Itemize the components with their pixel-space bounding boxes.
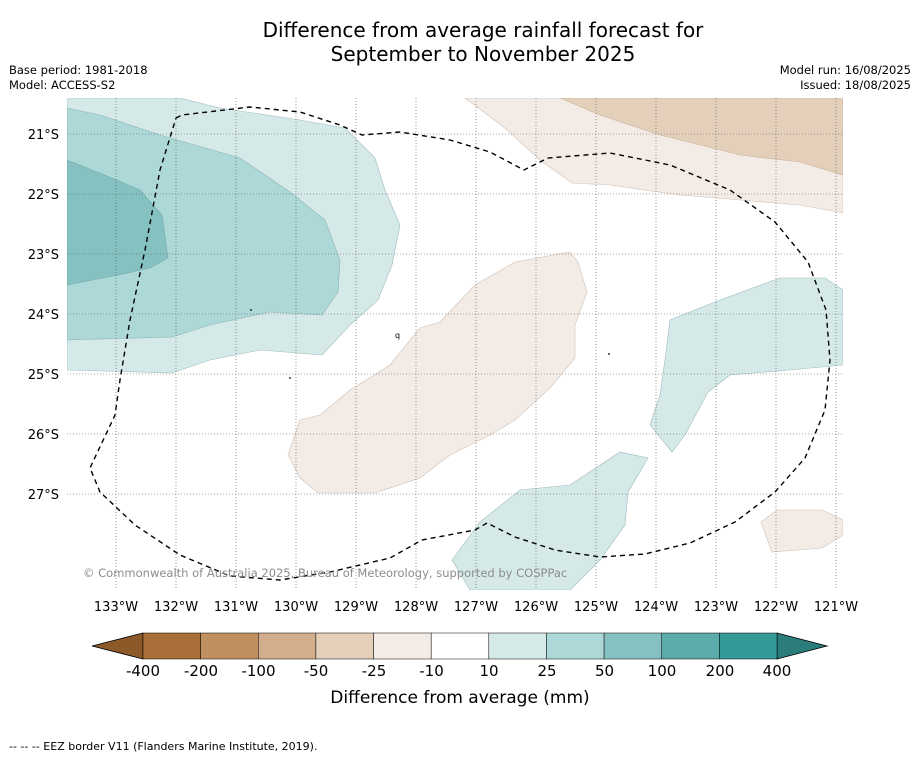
- base-period: Base period: 1981-2018: [9, 63, 148, 77]
- lat-label: 24°S: [28, 308, 59, 323]
- map-title: Difference from average rainfall forecas…: [0, 18, 919, 66]
- colorbar-labels: -400 -200 -100 -50 -25 -10 10 25 50 100 …: [126, 662, 791, 680]
- island-speck: [250, 309, 252, 311]
- colorbar-label: -50: [304, 662, 329, 680]
- colorbar-segment: [603, 632, 662, 660]
- lat-label: 25°S: [28, 368, 59, 383]
- colorbar-label: 400: [763, 662, 792, 680]
- colorbar-title: Difference from average (mm): [330, 688, 589, 708]
- colorbar-label: 200: [706, 662, 735, 680]
- colorbar-label: -200: [184, 662, 218, 680]
- lon-label: 128°W: [394, 600, 438, 615]
- lon-label: 129°W: [334, 600, 378, 615]
- lon-label: 123°W: [694, 600, 738, 615]
- meta-left: Base period: 1981-2018 Model: ACCESS-S2: [9, 63, 148, 93]
- colorbar-segment: [200, 632, 259, 660]
- colorbar-segment: [488, 632, 547, 660]
- lon-label: 133°W: [94, 600, 138, 615]
- colorbar-segment: [258, 632, 317, 660]
- dry-anomaly-northeast-strong: [559, 98, 843, 176]
- lon-label: 121°W: [814, 600, 858, 615]
- colorbar-segments: [142, 632, 778, 660]
- lat-labels: 21°S 22°S 23°S 24°S 25°S 26°S 27°S: [28, 128, 59, 503]
- lon-label: 122°W: [754, 600, 798, 615]
- meta-right: Model run: 16/08/2025 Issued: 18/08/2025: [780, 63, 911, 93]
- colorbar-over-arrow: [776, 632, 829, 660]
- issued-date: Issued: 18/08/2025: [800, 78, 911, 92]
- lon-label: 126°W: [514, 600, 558, 615]
- lon-label: 124°W: [634, 600, 678, 615]
- colorbar-segment: [546, 632, 605, 660]
- colorbar-label: 50: [595, 662, 614, 680]
- lon-label: 125°W: [574, 600, 618, 615]
- region-label: q: [395, 331, 400, 340]
- island-speck: [289, 377, 291, 379]
- lat-label: 26°S: [28, 428, 59, 443]
- colorbar-segment: [661, 632, 720, 660]
- lon-labels: 133°W 132°W 131°W 130°W 129°W 128°W 127°…: [94, 600, 858, 615]
- lon-label: 132°W: [154, 600, 198, 615]
- lat-label: 23°S: [28, 248, 59, 263]
- colorbar-segment: [373, 632, 432, 660]
- colorbar-under-arrow: [91, 632, 144, 660]
- colorbar-label: 10: [479, 662, 498, 680]
- colorbar-label: 25: [537, 662, 556, 680]
- wet-anomaly-south: [451, 451, 649, 590]
- copyright-notice: © Commonwealth of Australia 2025, Bureau…: [83, 566, 567, 580]
- model-run: Model run: 16/08/2025: [779, 63, 911, 77]
- colorbar-label: -100: [241, 662, 275, 680]
- graticule: [67, 98, 843, 590]
- colorbar-label: -25: [362, 662, 387, 680]
- colorbar-segment: [719, 632, 778, 660]
- eez-border: [89, 106, 831, 581]
- dry-anomaly-southeast: [760, 509, 843, 553]
- model-name: Model: ACCESS-S2: [9, 78, 116, 92]
- title-line-2: September to November 2025: [330, 42, 636, 66]
- colorbar-label: 100: [648, 662, 677, 680]
- lon-label: 131°W: [214, 600, 258, 615]
- lon-label: 127°W: [454, 600, 498, 615]
- island-speck: [608, 353, 610, 355]
- colorbar: -400 -200 -100 -50 -25 -10 10 25 50 100 …: [91, 632, 829, 708]
- wet-anomaly-east: [649, 277, 843, 453]
- colorbar-label: -10: [419, 662, 444, 680]
- dry-anomaly-central: [287, 251, 588, 494]
- colorbar-segment: [142, 632, 201, 660]
- colorbar-segment: [430, 632, 490, 660]
- eez-legend: -- -- -- EEZ border V11 (Flanders Marine…: [9, 740, 318, 753]
- lat-label: 22°S: [28, 188, 59, 203]
- title-line-1: Difference from average rainfall forecas…: [262, 18, 704, 42]
- colorbar-segment: [315, 632, 374, 660]
- colorbar-label: -400: [126, 662, 160, 680]
- map-plot-area: q © Commonwealth of Australi: [67, 98, 843, 590]
- lat-label: 21°S: [28, 128, 59, 143]
- lon-label: 130°W: [274, 600, 318, 615]
- wet-anomaly-25-50: [67, 107, 341, 341]
- lat-label: 27°S: [28, 488, 59, 503]
